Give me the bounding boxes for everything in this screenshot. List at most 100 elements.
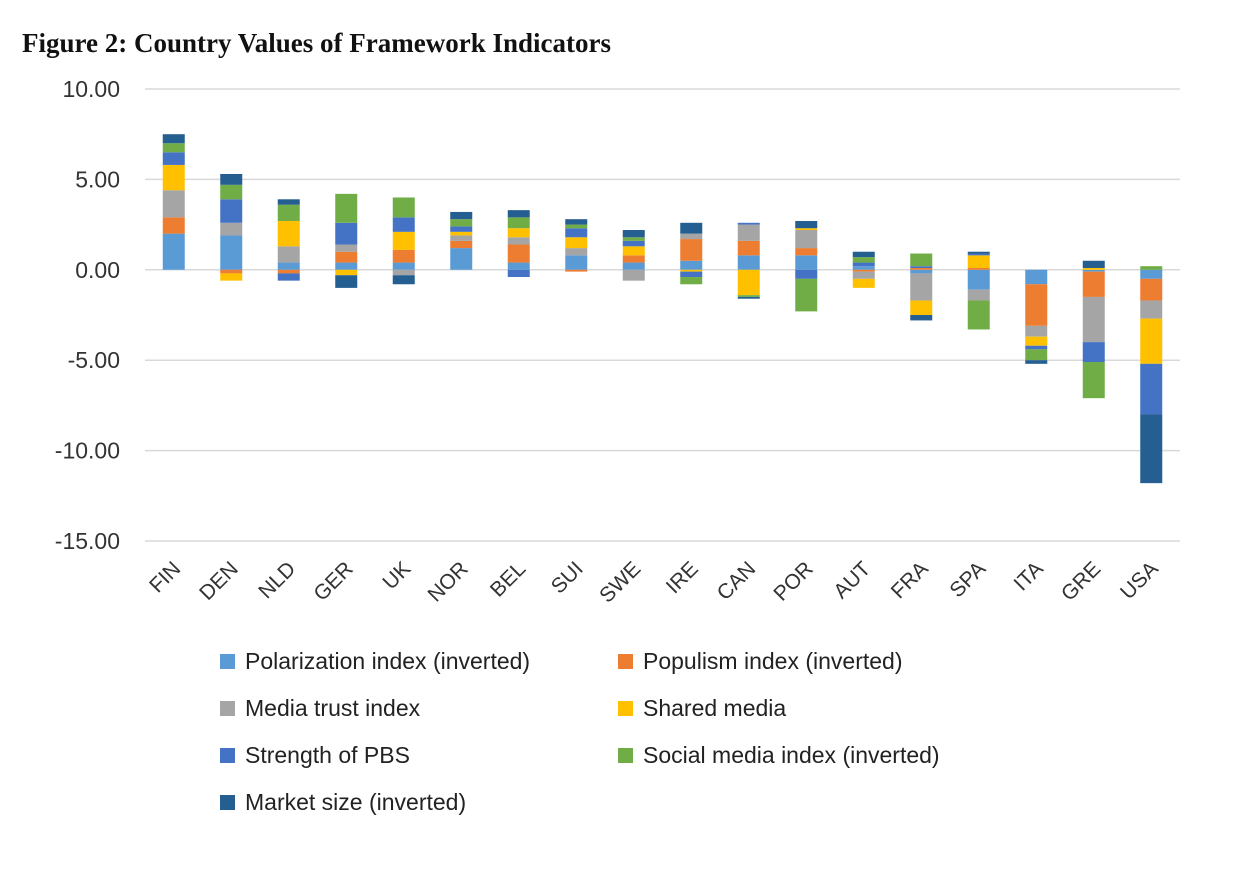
- bar-segment: [795, 248, 818, 256]
- x-tick-label: NLD: [254, 557, 300, 603]
- bar-segment: [795, 255, 818, 270]
- x-tick-label: FIN: [145, 557, 185, 597]
- bar-segment: [335, 244, 358, 252]
- bar-segment: [565, 237, 588, 249]
- bar-segment: [162, 152, 185, 165]
- bar-segment: [737, 295, 760, 297]
- bar-segment: [680, 233, 703, 240]
- bar-segment: [1025, 360, 1048, 364]
- bar-segment: [277, 269, 300, 274]
- gridlines: [145, 88, 1180, 542]
- y-tick-label: -5.00: [68, 347, 120, 373]
- bar-segment: [1140, 278, 1163, 301]
- bar-segment: [622, 230, 645, 238]
- x-tick-label: IRE: [662, 557, 703, 598]
- bar-segment: [1025, 349, 1048, 361]
- x-tick-label: NOR: [424, 557, 473, 606]
- bar-segment: [737, 240, 760, 256]
- y-tick-label: 5.00: [75, 166, 120, 192]
- bar-segment: [162, 233, 185, 270]
- bar-segment: [1140, 414, 1163, 484]
- bar-segment: [737, 269, 760, 296]
- bar-segment: [1082, 267, 1105, 270]
- bar-segment: [220, 184, 243, 200]
- legend-label: Media trust index: [245, 695, 421, 721]
- bar-segment: [1140, 318, 1163, 364]
- bar-segment: [622, 237, 645, 241]
- bar-segment: [450, 235, 473, 241]
- y-tick-label: -10.00: [55, 438, 120, 464]
- bar-segment: [565, 228, 588, 238]
- bar-segment: [737, 222, 760, 225]
- bar-segment: [910, 269, 933, 274]
- bar-segment: [220, 235, 243, 270]
- legend-swatch: [220, 795, 235, 810]
- legend-swatch: [220, 654, 235, 669]
- bar-segment: [565, 224, 588, 229]
- bar-segment: [277, 246, 300, 263]
- bar-segment: [680, 277, 703, 285]
- bar-segment: [450, 248, 473, 270]
- bar-segment: [1082, 260, 1105, 268]
- bar-segment: [852, 271, 875, 279]
- bar-segment: [277, 220, 300, 247]
- x-tick-label: GRE: [1057, 557, 1105, 605]
- bar-segment: [680, 269, 703, 272]
- bar-segment: [910, 300, 933, 315]
- bar-segment: [622, 240, 645, 247]
- legend-label: Shared media: [643, 695, 787, 721]
- bar-segment: [450, 240, 473, 249]
- x-tick-label: SUI: [547, 557, 588, 598]
- x-tick-label: FRA: [887, 557, 933, 603]
- bar-segment: [622, 262, 645, 270]
- bar-segment: [737, 296, 760, 299]
- x-tick-label: SWE: [595, 557, 645, 607]
- bar-segment: [220, 273, 243, 281]
- bar-segment: [565, 219, 588, 225]
- x-tick-label: GER: [309, 557, 357, 605]
- bar-segment: [220, 173, 243, 185]
- bar-segment: [162, 134, 185, 144]
- bar-segment: [852, 251, 875, 258]
- x-axis-tick-labels: FIN DEN NLD GER UK NOR BEL SUI SWE IRE CAN POR AUT FR…: [145, 557, 1163, 607]
- bar-segment: [162, 143, 185, 153]
- bar-segment: [335, 222, 358, 245]
- legend-swatch: [220, 748, 235, 763]
- bar-segment: [795, 230, 818, 249]
- bar-segment: [220, 269, 243, 274]
- bar-segment: [910, 253, 933, 267]
- legend-item: Market size (inverted): [220, 789, 466, 816]
- bar-segment: [795, 278, 818, 312]
- legend-label: Populism index (inverted): [643, 648, 903, 674]
- stacked-bar-chart: 10.00 5.00 0.00 -5.00 -10.00 -15.00 FIN DEN NLD…: [55, 76, 1180, 607]
- bar-segment: [450, 211, 473, 220]
- bar-segment: [335, 275, 358, 288]
- x-tick-label: POR: [769, 557, 817, 605]
- bar-segment: [967, 251, 990, 254]
- bar-segment: [1140, 266, 1163, 270]
- x-tick-label: UK: [378, 557, 415, 594]
- y-tick-label: -15.00: [55, 528, 120, 554]
- legend-swatch: [618, 654, 633, 669]
- bar-segment: [795, 220, 818, 229]
- legend-item: Strength of PBS: [220, 742, 410, 769]
- bar-segment: [565, 248, 588, 256]
- legend-label: Strength of PBS: [245, 742, 410, 768]
- bar-segment: [1140, 363, 1163, 415]
- bar-segment: [680, 222, 703, 234]
- bar-segment: [967, 267, 990, 270]
- bar-segment: [392, 275, 415, 285]
- bar-segment: [335, 193, 358, 223]
- bar-segment: [852, 257, 875, 263]
- bar-segment: [680, 260, 703, 270]
- legend-item: Shared media: [618, 695, 786, 722]
- bar-segment: [1140, 269, 1163, 279]
- bar-segment: [1025, 336, 1048, 346]
- bar-segment: [967, 253, 990, 256]
- bar-segment: [1025, 284, 1048, 326]
- bar-segment: [852, 262, 875, 267]
- bar-segment: [795, 228, 818, 231]
- bar-segment: [795, 269, 818, 279]
- bar-segment: [162, 190, 185, 218]
- bar-segment: [1082, 271, 1105, 297]
